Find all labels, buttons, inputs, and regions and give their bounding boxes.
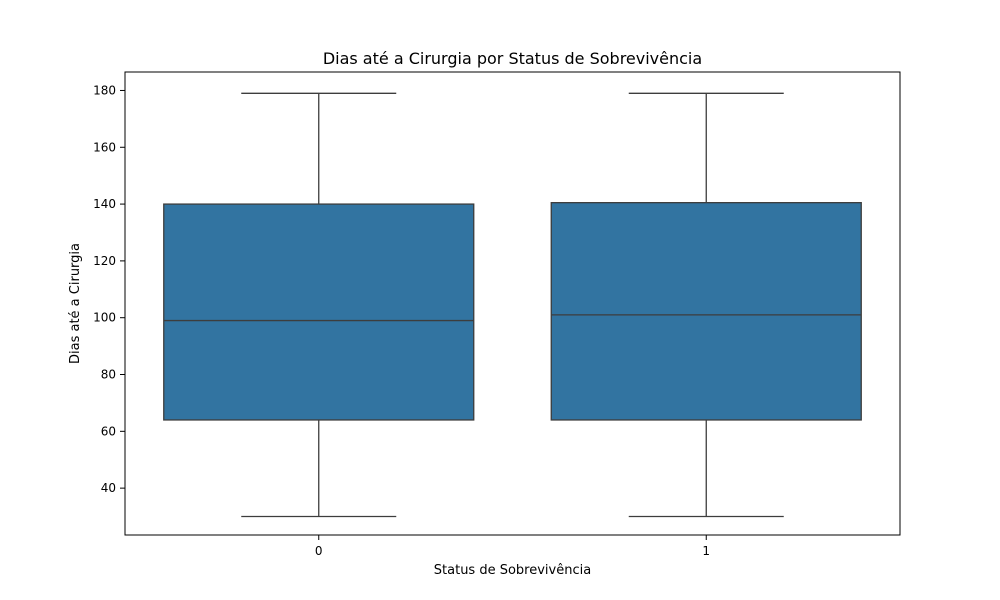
y-tick-label-120: 120 bbox=[93, 254, 116, 268]
y-tick-label-80: 80 bbox=[101, 368, 116, 382]
y-tick-label-160: 160 bbox=[93, 140, 116, 154]
y-axis-label: Dias até a Cirurgia bbox=[68, 243, 83, 364]
box-0 bbox=[163, 203, 475, 421]
x-tick-label-1: 1 bbox=[702, 544, 710, 558]
box-group-0 bbox=[163, 92, 475, 518]
y-axis: 40 60 80 100 120 140 160 180 bbox=[93, 83, 125, 495]
plot-area bbox=[163, 92, 862, 518]
x-tick-label-0: 0 bbox=[315, 544, 323, 558]
y-tick-label-140: 140 bbox=[93, 197, 116, 211]
y-tick-label-40: 40 bbox=[101, 481, 116, 495]
box-group-1 bbox=[550, 92, 862, 518]
y-tick-label-60: 60 bbox=[101, 424, 116, 438]
y-tick-label-180: 180 bbox=[93, 83, 116, 97]
x-axis-label: Status de Sobrevivência bbox=[434, 563, 591, 578]
chart-title: Dias até a Cirurgia por Status de Sobrev… bbox=[323, 49, 702, 68]
y-tick-label-100: 100 bbox=[93, 311, 116, 325]
plot-frame bbox=[124, 71, 901, 536]
box-1 bbox=[550, 202, 862, 421]
